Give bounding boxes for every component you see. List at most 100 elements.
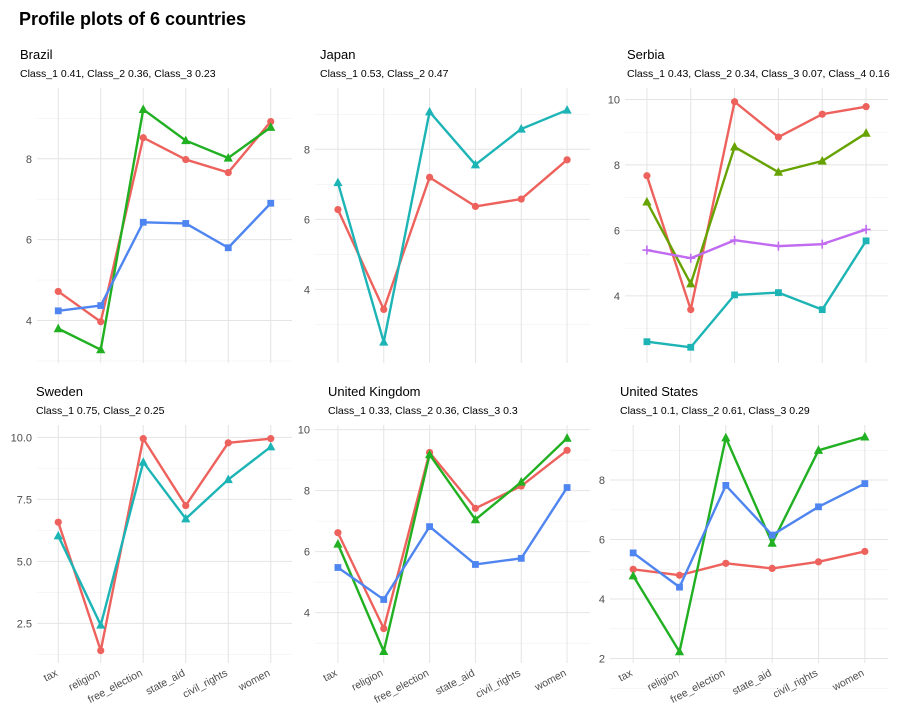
y-tick-label: 6 <box>304 214 310 226</box>
data-point-class-1 <box>643 172 651 180</box>
data-point-class-3 <box>815 503 822 511</box>
data-point-class-2 <box>686 278 696 288</box>
panel-subtitle-united-states: Class_1 0.1, Class_2 0.61, Class_3 0.29 <box>620 405 810 417</box>
data-point-class-2 <box>53 530 63 540</box>
data-point-class-3 <box>687 343 695 351</box>
data-point-class-2 <box>424 106 435 116</box>
panel-subtitle-serbia: Class_1 0.43, Class_2 0.34, Class_3 0.07… <box>627 68 890 80</box>
data-point-class-1 <box>267 117 275 126</box>
series-line-class-1 <box>336 449 569 630</box>
x-tick-label-state-aid: state_aid <box>434 667 477 698</box>
data-point-class-3 <box>182 220 190 227</box>
data-point-class-2 <box>379 336 389 346</box>
data-point-class-3 <box>54 307 62 315</box>
panel-title-sweden: Sweden <box>36 384 83 399</box>
x-tick-label-state-aid: state_aid <box>730 667 773 698</box>
x-tick-label-civil-rights: civil_rights <box>474 667 523 701</box>
figure-title: Profile plots of 6 countries <box>19 9 247 29</box>
data-point-class-2 <box>138 457 148 466</box>
data-point-class-2 <box>721 432 731 442</box>
y-tick-label: 8 <box>599 475 605 487</box>
data-point-class-3 <box>775 289 782 297</box>
panel-title-serbia: Serbia <box>627 47 665 62</box>
data-point-class-1 <box>629 565 637 573</box>
data-point-class-1 <box>139 134 147 142</box>
data-point-class-1 <box>334 529 342 537</box>
series-line-class-1 <box>631 550 867 577</box>
data-point-class-3 <box>861 480 869 488</box>
data-point-class-3 <box>643 338 651 346</box>
y-tick-label: 7.5 <box>17 494 32 506</box>
data-point-class-2 <box>379 646 389 656</box>
data-point-class-2 <box>773 167 784 176</box>
y-tick-label: 10 <box>298 425 310 437</box>
y-tick-label: 8 <box>26 154 32 166</box>
data-point-class-1 <box>861 547 869 556</box>
data-point-class-3 <box>722 481 730 489</box>
y-tick-label: 8 <box>304 144 310 156</box>
data-point-class-3 <box>563 484 571 491</box>
y-tick-label: 10.0 <box>11 432 32 444</box>
y-tick-label: 2 <box>599 654 605 666</box>
data-point-class-2 <box>813 445 824 454</box>
x-tick-label-women: women <box>236 667 273 694</box>
data-point-class-2 <box>642 196 652 206</box>
data-point-class-1 <box>224 439 232 447</box>
data-point-class-3 <box>334 564 342 571</box>
data-point-class-4 <box>817 239 827 249</box>
panel-title-united-states: United States <box>620 384 699 399</box>
data-point-class-3 <box>472 561 479 568</box>
y-tick-label: 6 <box>599 535 605 547</box>
data-point-class-1 <box>54 518 62 526</box>
data-point-class-1 <box>675 571 684 579</box>
data-point-class-1 <box>563 446 571 454</box>
data-point-class-3 <box>517 554 525 562</box>
y-tick-label: 4 <box>304 608 310 620</box>
x-tick-label-women: women <box>830 667 867 694</box>
data-point-class-1 <box>224 168 232 177</box>
data-point-class-1 <box>862 103 870 111</box>
chart-panel-serbia: 4 6 8 10 <box>608 88 888 363</box>
data-point-class-1 <box>563 156 571 164</box>
data-point-class-1 <box>768 564 776 572</box>
data-point-class-2 <box>861 128 871 137</box>
data-point-class-1 <box>97 647 105 655</box>
series-line-class-2 <box>336 436 569 653</box>
data-point-class-2 <box>266 441 276 451</box>
data-point-class-2 <box>424 449 435 459</box>
data-point-class-2 <box>674 646 685 656</box>
series-line-class-1 <box>336 158 569 311</box>
y-tick-label: 4 <box>599 594 605 606</box>
series-line-class-2 <box>631 435 867 653</box>
panel-title-japan: Japan <box>320 47 356 62</box>
data-point-class-4 <box>861 224 871 234</box>
data-point-class-1 <box>722 559 730 567</box>
data-point-class-1 <box>471 202 480 211</box>
series-line-class-1 <box>57 437 272 652</box>
data-point-class-2 <box>470 159 481 169</box>
data-point-class-2 <box>223 152 233 162</box>
y-tick-label: 6 <box>614 225 620 237</box>
data-point-class-2 <box>562 105 572 114</box>
x-tick-label-tax: tax <box>42 667 61 685</box>
data-point-class-1 <box>774 133 783 141</box>
y-tick-label: 4 <box>614 291 620 303</box>
data-point-class-1 <box>182 155 190 164</box>
panel-subtitle-sweden: Class_1 0.75, Class_2 0.25 <box>36 405 165 417</box>
data-point-class-3 <box>818 306 826 314</box>
data-point-class-2 <box>562 433 572 442</box>
data-point-class-1 <box>334 205 342 214</box>
data-point-class-2 <box>53 323 63 333</box>
data-point-class-3 <box>426 523 433 531</box>
data-point-class-2 <box>516 477 526 486</box>
data-point-class-4 <box>642 245 652 255</box>
y-tick-label: 4 <box>304 284 310 296</box>
series-line-class-1 <box>645 100 868 311</box>
data-point-class-3 <box>224 244 232 252</box>
data-point-class-1 <box>139 435 147 443</box>
data-point-class-2 <box>266 122 276 131</box>
